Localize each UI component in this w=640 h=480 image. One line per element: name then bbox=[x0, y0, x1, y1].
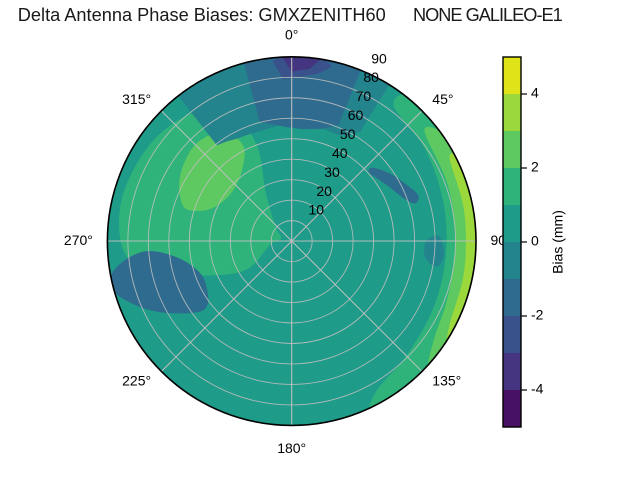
svg-text:180°: 180° bbox=[277, 440, 306, 456]
svg-text:40: 40 bbox=[332, 145, 348, 161]
svg-text:20: 20 bbox=[316, 183, 332, 199]
svg-text:30: 30 bbox=[324, 164, 340, 180]
svg-text:80: 80 bbox=[363, 69, 379, 85]
svg-text:315°: 315° bbox=[122, 91, 151, 107]
svg-text:90: 90 bbox=[371, 50, 387, 66]
svg-text:Bias (mm): Bias (mm) bbox=[550, 210, 566, 274]
svg-text:0: 0 bbox=[531, 233, 539, 249]
svg-text:135°: 135° bbox=[432, 372, 461, 388]
svg-text:60: 60 bbox=[348, 107, 364, 123]
svg-text:0°: 0° bbox=[285, 26, 298, 42]
svg-text:45°: 45° bbox=[432, 91, 453, 107]
svg-text:225°: 225° bbox=[122, 372, 151, 388]
svg-text:4: 4 bbox=[531, 85, 539, 101]
svg-text:-2: -2 bbox=[531, 307, 544, 323]
svg-text:-4: -4 bbox=[531, 381, 544, 397]
svg-text:10: 10 bbox=[309, 202, 325, 218]
svg-text:270°: 270° bbox=[64, 232, 93, 248]
svg-text:50: 50 bbox=[340, 126, 356, 142]
svg-text:2: 2 bbox=[531, 159, 539, 175]
svg-text:70: 70 bbox=[356, 88, 372, 104]
